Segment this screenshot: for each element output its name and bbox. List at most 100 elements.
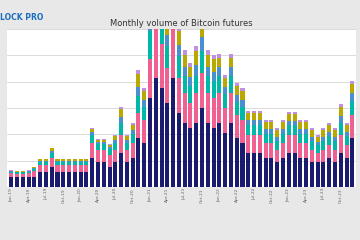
Bar: [281, 134, 285, 143]
Bar: [125, 136, 129, 140]
Bar: [73, 162, 77, 165]
Bar: [316, 137, 320, 142]
Bar: [333, 141, 337, 150]
Bar: [9, 173, 13, 177]
Bar: [246, 125, 250, 135]
Bar: [188, 128, 193, 187]
Bar: [90, 143, 94, 157]
Bar: [293, 125, 297, 135]
Bar: [165, 35, 169, 46]
Bar: [78, 165, 83, 172]
Bar: [206, 50, 210, 54]
Bar: [136, 138, 140, 187]
Bar: [44, 161, 48, 162]
Bar: [165, 16, 169, 21]
Bar: [275, 137, 279, 141]
Bar: [206, 54, 210, 67]
Bar: [235, 115, 239, 138]
Bar: [269, 122, 274, 129]
Bar: [84, 162, 89, 165]
Bar: [102, 142, 106, 144]
Bar: [102, 162, 106, 187]
Bar: [212, 98, 216, 128]
Bar: [38, 172, 42, 187]
Bar: [304, 157, 308, 187]
Bar: [27, 171, 31, 172]
Bar: [327, 123, 331, 125]
Bar: [188, 103, 193, 128]
Bar: [269, 134, 274, 143]
Bar: [310, 130, 314, 137]
Bar: [252, 135, 256, 153]
Bar: [78, 161, 83, 162]
Bar: [345, 145, 348, 157]
Bar: [194, 51, 198, 65]
Bar: [67, 162, 71, 165]
Bar: [154, 29, 158, 78]
Bar: [229, 67, 233, 76]
Bar: [27, 177, 31, 187]
Bar: [293, 112, 297, 114]
Bar: [102, 139, 106, 140]
Bar: [316, 135, 320, 137]
Bar: [183, 54, 187, 67]
Bar: [73, 159, 77, 160]
Bar: [15, 177, 19, 187]
Bar: [200, 37, 204, 51]
Bar: [148, 2, 152, 19]
Bar: [252, 114, 256, 120]
Bar: [212, 72, 216, 81]
Bar: [113, 136, 117, 140]
Bar: [67, 159, 71, 160]
Bar: [50, 157, 54, 168]
Bar: [304, 120, 308, 122]
Bar: [287, 121, 291, 125]
Bar: [61, 161, 65, 162]
Bar: [171, 0, 175, 29]
Bar: [217, 93, 221, 123]
Bar: [119, 153, 123, 187]
Title: Monthly volume of Bitcoin futures: Monthly volume of Bitcoin futures: [111, 19, 253, 28]
Bar: [38, 159, 42, 161]
Bar: [183, 50, 187, 54]
Bar: [136, 113, 140, 138]
Bar: [327, 157, 331, 187]
Bar: [136, 96, 140, 113]
Bar: [321, 137, 325, 141]
Text: LOCK PRO: LOCK PRO: [0, 13, 44, 22]
Bar: [345, 136, 348, 145]
Bar: [194, 123, 198, 187]
Bar: [339, 123, 343, 135]
Bar: [200, 23, 204, 37]
Bar: [61, 160, 65, 161]
Bar: [223, 94, 227, 108]
Bar: [84, 159, 89, 160]
Bar: [345, 123, 348, 125]
Bar: [298, 143, 302, 157]
Bar: [269, 120, 274, 122]
Bar: [50, 151, 54, 153]
Bar: [316, 145, 320, 153]
Bar: [264, 134, 267, 143]
Bar: [229, 93, 233, 123]
Bar: [258, 135, 262, 153]
Bar: [287, 153, 291, 187]
Bar: [269, 157, 274, 187]
Bar: [165, 21, 169, 35]
Bar: [90, 135, 94, 143]
Bar: [177, 78, 181, 113]
Bar: [240, 107, 244, 120]
Bar: [55, 159, 59, 161]
Bar: [293, 135, 297, 153]
Bar: [339, 153, 343, 187]
Bar: [252, 153, 256, 187]
Bar: [27, 172, 31, 173]
Bar: [246, 111, 250, 114]
Bar: [9, 171, 13, 172]
Bar: [240, 143, 244, 187]
Bar: [200, 108, 204, 187]
Bar: [171, 78, 175, 187]
Bar: [61, 172, 65, 187]
Bar: [321, 141, 325, 150]
Bar: [177, 26, 181, 31]
